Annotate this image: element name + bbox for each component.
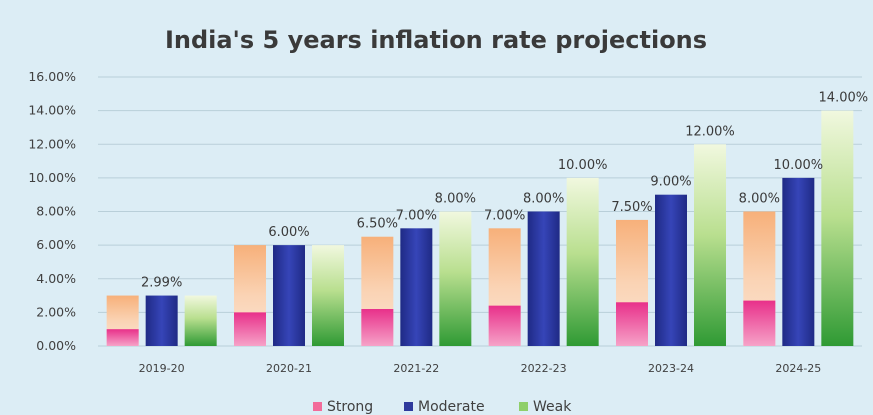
y-tick-label: 10.00% bbox=[28, 170, 76, 185]
data-label: 7.00% bbox=[484, 208, 525, 223]
y-tick-label: 6.00% bbox=[36, 237, 76, 252]
bar-strong-inner bbox=[616, 302, 648, 346]
data-label: 6.00% bbox=[268, 225, 309, 240]
x-tick-label: 2023-24 bbox=[648, 362, 694, 375]
legend-swatch bbox=[404, 402, 413, 411]
legend-swatch bbox=[313, 402, 322, 411]
data-label: 7.50% bbox=[611, 200, 652, 215]
legend-label: Weak bbox=[533, 399, 572, 415]
data-label: 2.99% bbox=[141, 276, 182, 291]
y-tick-label: 16.00% bbox=[28, 69, 76, 84]
y-tick-label: 12.00% bbox=[28, 136, 76, 151]
x-tick-label: 2020-21 bbox=[266, 362, 312, 375]
y-tick-label: 0.00% bbox=[36, 338, 76, 353]
bar-moderate bbox=[273, 245, 305, 346]
data-label: 7.00% bbox=[396, 208, 437, 223]
legend-swatch bbox=[519, 402, 528, 411]
bar-weak bbox=[184, 295, 217, 346]
bar-weak bbox=[694, 144, 726, 346]
data-label: 12.00% bbox=[685, 124, 735, 139]
data-label: 6.50% bbox=[357, 217, 398, 232]
data-label: 8.00% bbox=[435, 192, 476, 207]
bar-strong-inner bbox=[234, 312, 266, 346]
bar-strong-inner bbox=[106, 329, 139, 346]
x-tick-label: 2022-23 bbox=[521, 362, 567, 375]
data-label: 8.00% bbox=[739, 192, 780, 207]
legend-label: Moderate bbox=[418, 399, 485, 415]
data-label: 10.00% bbox=[558, 158, 608, 173]
data-label: 10.00% bbox=[774, 158, 824, 173]
bar-strong-inner bbox=[488, 305, 521, 346]
bar-moderate bbox=[655, 194, 687, 346]
y-tick-label: 14.00% bbox=[28, 103, 76, 118]
x-tick-label: 2021-22 bbox=[393, 362, 439, 375]
data-label: 8.00% bbox=[523, 192, 564, 207]
x-tick-label: 2019-20 bbox=[139, 362, 185, 375]
bar-moderate bbox=[782, 177, 815, 346]
bar-moderate bbox=[400, 228, 433, 346]
bar-weak bbox=[312, 245, 344, 346]
x-tick-label: 2024-25 bbox=[775, 362, 821, 375]
y-tick-label: 2.00% bbox=[36, 304, 76, 319]
y-tick-label: 8.00% bbox=[36, 204, 76, 219]
bar-weak bbox=[439, 211, 472, 346]
legend-label: Strong bbox=[327, 399, 373, 415]
data-label: 14.00% bbox=[819, 91, 869, 106]
bar-weak bbox=[821, 110, 854, 346]
chart-title: India's 5 years inflation rate projectio… bbox=[165, 26, 707, 54]
bar-moderate bbox=[527, 211, 560, 346]
data-label: 9.00% bbox=[650, 175, 691, 190]
bar-strong-inner bbox=[361, 309, 394, 346]
bar-strong-inner bbox=[743, 300, 776, 346]
bar-moderate bbox=[145, 295, 178, 346]
y-tick-label: 4.00% bbox=[36, 271, 76, 286]
bar-weak bbox=[566, 177, 599, 346]
